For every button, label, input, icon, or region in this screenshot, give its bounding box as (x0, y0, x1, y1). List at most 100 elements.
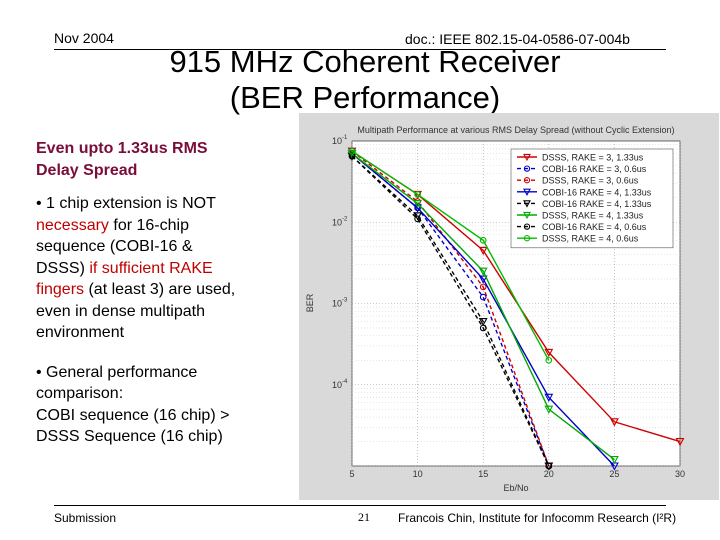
bullet-1-line-2: necessary for 16-chip (36, 215, 301, 237)
data-point (348, 152, 356, 160)
bullet-1-line-2-rest: for 16-chip (108, 216, 189, 234)
header-doc-id: doc.: IEEE 802.15-04-0586-07-004b (405, 31, 630, 47)
legend-label: DSSS, RAKE = 4, 1.33us (542, 211, 644, 221)
y-tick-exponent: -1 (342, 135, 348, 141)
footer-submission: Submission (54, 511, 117, 525)
slide-title: 915 MHz Coherent Receiver (BER Performan… (130, 44, 600, 116)
subtitle-line-2: Delay Spread (36, 161, 138, 179)
legend-entry: COBI-16 RAKE = 4, 1.33us (517, 199, 652, 209)
highlight-necessary: necessary (36, 216, 109, 234)
legend-entry: COBI-16 RAKE = 3, 0.6us (517, 164, 647, 174)
data-point (544, 405, 554, 414)
legend-marker (523, 165, 531, 172)
x-tick-label: 10 (413, 469, 423, 479)
ber-chart: Multipath Performance at various RMS Del… (299, 113, 719, 500)
x-tick-label: 20 (544, 469, 554, 479)
header-rule (54, 49, 666, 50)
legend-entry: DSSS, RAKE = 4, 0.6us (517, 234, 639, 244)
data-point (545, 462, 553, 470)
x-tick-label: 30 (675, 469, 685, 479)
data-point (544, 393, 554, 402)
x-tick-label: 15 (478, 469, 488, 479)
data-point (544, 348, 554, 358)
series-6 (347, 150, 619, 465)
legend-label: DSSS, RAKE = 3, 1.33us (542, 153, 644, 163)
bullet-1-line-4-start: DSSS) (36, 259, 90, 277)
series-8 (348, 147, 553, 364)
data-point (348, 147, 356, 155)
data-point (478, 275, 488, 284)
bullet-1-line-5-rest: (at least 3) are used, (84, 281, 236, 298)
highlight-rake: if sufficient RAKE (89, 259, 213, 277)
bullet-1-line-6: even in dense multipath (36, 302, 205, 320)
series-line (351, 155, 550, 467)
y-tick-exponent: -2 (342, 216, 348, 222)
subtitle-line-1: Even upto 1.33us RMS (36, 140, 208, 157)
legend-label: COBI-16 RAKE = 4, 0.6us (542, 222, 647, 232)
legend-entry: COBI-16 RAKE = 4, 1.33us (517, 187, 652, 197)
y-tick-label: 10-3 (332, 298, 348, 309)
footer-page-number: 21 (358, 510, 370, 524)
data-point (609, 456, 619, 465)
legend-label: DSSS, RAKE = 4, 0.6us (542, 234, 639, 244)
data-point (609, 418, 619, 427)
title-line-1: 915 MHz Coherent Receiver (169, 44, 561, 79)
x-tick-label: 25 (609, 469, 619, 479)
series-line (351, 150, 550, 361)
legend-entry: COBI-16 RAKE = 4, 0.6us (517, 222, 647, 232)
legend-box (510, 148, 674, 249)
footer-author: Francois Chin, Institute for Infocomm Re… (398, 511, 677, 525)
legend-marker (523, 200, 531, 208)
bullet-2-line-3: COBI sequence (16 chip) > (36, 406, 230, 424)
y-axis-label: BER (305, 293, 315, 312)
legend-label: COBI-16 RAKE = 4, 1.33us (542, 187, 652, 197)
legend-label: DSSS, RAKE = 3, 0.6us (542, 176, 639, 186)
series-line (351, 153, 615, 461)
footer-rule (54, 505, 666, 506)
bullet-1-line-3: sequence (COBI-16 & (36, 238, 193, 255)
bullet-1-line-7: environment (36, 324, 125, 341)
legend-marker (523, 177, 531, 184)
y-tick-label: 10-4 (332, 379, 348, 390)
y-tick-label: 10-2 (332, 216, 348, 227)
bullet-1-line-4: DSSS) if sufficient RAKE (36, 258, 301, 280)
legend-label: COBI-16 RAKE = 4, 1.33us (542, 199, 652, 209)
highlight-fingers: fingers (36, 281, 85, 298)
legend-label: COBI-16 RAKE = 3, 0.6us (542, 164, 647, 174)
legend-marker (523, 223, 531, 230)
data-point (675, 437, 685, 447)
y-tick-label: 10-1 (332, 135, 348, 146)
bullet-2-line-2: comparison: (36, 385, 124, 402)
legend-marker (523, 188, 531, 196)
data-point (479, 236, 487, 244)
chart-title: Multipath Performance at various RMS Del… (357, 125, 674, 135)
series-line (351, 155, 550, 467)
legend-marker (523, 235, 531, 242)
data-point (413, 199, 423, 209)
y-tick-exponent: -4 (342, 379, 348, 385)
legend-entry: DSSS, RAKE = 3, 1.33us (517, 153, 644, 163)
y-tick-exponent: -3 (342, 298, 348, 304)
data-point (479, 283, 487, 291)
legend-marker (523, 211, 531, 220)
legend-entry: DSSS, RAKE = 4, 1.33us (517, 211, 644, 221)
series-line (351, 153, 615, 467)
legend-marker (523, 153, 531, 162)
series-group (347, 147, 685, 471)
axis-ticks: 5 10 15 20 25 30 10-1 10-2 10-3 10-4 (332, 135, 685, 479)
header-date: Nov 2004 (54, 30, 114, 46)
data-point (479, 293, 487, 301)
data-point (413, 204, 423, 213)
bullet-2-line-1: • General performance (36, 363, 198, 381)
data-point (414, 215, 421, 223)
data-point (414, 191, 421, 198)
data-point (478, 317, 488, 327)
bullet-2-line-4: DSSS Sequence (16 chip) (36, 428, 223, 445)
left-text-panel: Even upto 1.33us RMS Delay Spread • 1 ch… (36, 138, 301, 448)
x-tick-label: 5 (349, 469, 354, 479)
bullet-1-line-5: fingers (at least 3) are used, (36, 279, 301, 301)
bullet-1-line-1: • 1 chip extension is NOT (36, 195, 216, 212)
title-line-2: (BER Performance) (229, 80, 501, 115)
data-point (478, 246, 488, 256)
